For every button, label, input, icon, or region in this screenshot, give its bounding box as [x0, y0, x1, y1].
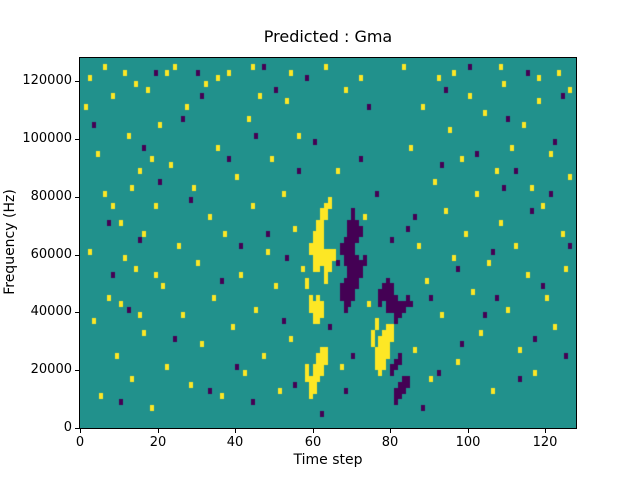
y-tick-label: 100000 [22, 131, 72, 146]
x-tick-label: 60 [304, 435, 322, 450]
x-tick-label: 100 [455, 435, 481, 450]
x-tick-label: 20 [149, 435, 167, 450]
x-tick-mark [80, 429, 81, 433]
y-tick-mark [75, 255, 79, 256]
x-tick-label: 120 [532, 435, 558, 450]
y-tick-mark [75, 428, 79, 429]
x-tick-mark [158, 429, 159, 433]
x-tick-mark [545, 429, 546, 433]
x-tick-label: 0 [75, 435, 85, 450]
y-tick-mark [75, 312, 79, 313]
y-tick-mark [75, 370, 79, 371]
x-axis-label: Time step [293, 452, 363, 468]
y-tick-label: 40000 [30, 304, 72, 319]
y-tick-mark [75, 139, 79, 140]
chart-title: Predicted : Gma [263, 27, 393, 46]
x-tick-mark [313, 429, 314, 433]
y-tick-label: 20000 [30, 362, 72, 377]
y-tick-mark [75, 197, 79, 198]
y-tick-label: 60000 [30, 247, 72, 262]
y-tick-label: 80000 [30, 189, 72, 204]
x-tick-mark [468, 429, 469, 433]
x-tick-label: 40 [226, 435, 244, 450]
x-tick-mark [390, 429, 391, 433]
heatmap-canvas [80, 58, 576, 428]
x-tick-label: 80 [381, 435, 399, 450]
y-tick-label: 0 [63, 420, 72, 435]
y-tick-mark [75, 81, 79, 82]
plot-area [79, 57, 577, 429]
y-axis-label: Frequency (Hz) [2, 189, 18, 295]
x-tick-mark [235, 429, 236, 433]
y-tick-label: 120000 [22, 73, 72, 88]
